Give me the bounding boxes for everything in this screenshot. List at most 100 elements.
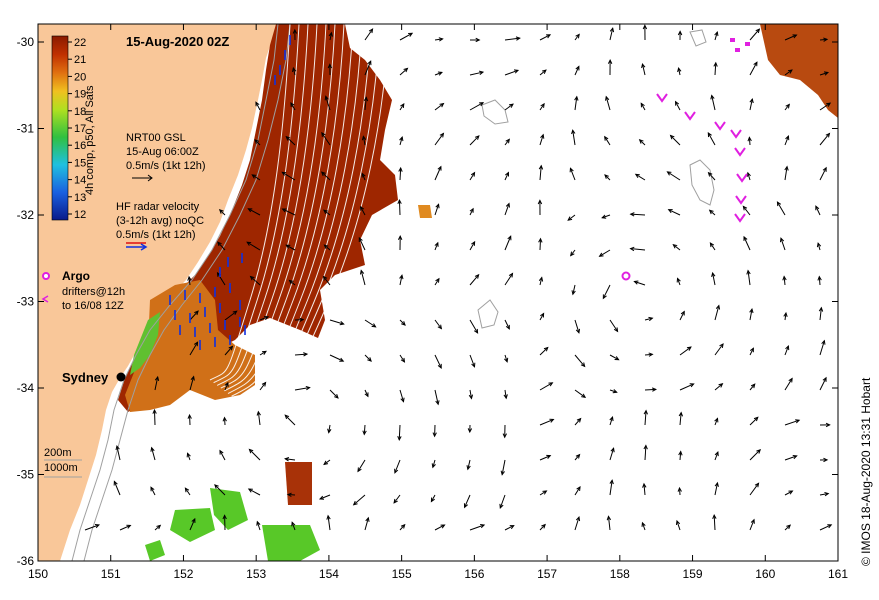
drifter-chevron (730, 129, 742, 139)
current-arrow (539, 103, 545, 111)
current-arrow-head (474, 273, 480, 279)
drifter-cluster (735, 48, 740, 52)
current-arrow (504, 525, 514, 531)
current-arrow-head (604, 174, 609, 179)
sst-patch-east (418, 205, 432, 218)
current-arrow (713, 515, 716, 531)
current-arrow (219, 450, 226, 461)
current-arrow-head (249, 275, 255, 281)
current-arrow-head (150, 486, 155, 492)
current-arrow-head (680, 310, 685, 316)
current-arrow-head (255, 101, 260, 107)
current-arrow-head (371, 323, 377, 328)
current-arrow (119, 524, 131, 531)
current-arrow-head (711, 271, 716, 277)
current-arrow-head (434, 241, 439, 247)
x-tick-label: 150 (28, 567, 48, 581)
current-arrow-head (712, 513, 717, 519)
current-arrow (712, 272, 716, 286)
current-arrow (675, 101, 681, 111)
current-arrow (643, 483, 646, 496)
y-axis-ticks: -30 -31 -32 -33 -34 -35 -36 (17, 35, 838, 568)
current-arrow (434, 278, 440, 286)
current-arrow-head (598, 252, 604, 257)
current-arrow-head (754, 482, 760, 488)
current-arrow-head (503, 394, 508, 400)
current-arrow-head (505, 138, 511, 144)
current-arrow-head (753, 61, 758, 67)
current-arrow-head (323, 244, 329, 250)
current-arrow-head (718, 383, 724, 388)
current-arrow (116, 445, 121, 461)
current-arrow-head (292, 28, 298, 34)
current-arrow-head (401, 321, 406, 326)
current-arrow (635, 173, 646, 181)
current-arrow (358, 237, 366, 251)
current-arrow-head (367, 60, 372, 66)
current-arrow-head (326, 514, 331, 520)
current-arrow-head (612, 389, 618, 394)
current-arrow-head (363, 96, 369, 102)
drifter-chevron (734, 213, 746, 223)
current-arrow-head (604, 135, 609, 141)
current-arrow (714, 343, 724, 356)
seamount-contour-2 (477, 299, 499, 329)
current-arrow (290, 102, 296, 111)
current-arrow (329, 354, 344, 362)
sst-green-south-4 (145, 540, 165, 561)
current-arrow-head (823, 37, 829, 42)
current-arrow (784, 104, 790, 111)
current-arrow (574, 418, 582, 426)
current-arrow-head (217, 241, 222, 247)
current-arrow-head (435, 400, 440, 406)
current-arrow-head (471, 240, 476, 246)
current-vector-field (84, 24, 833, 531)
legend-gsl-arrow (132, 174, 153, 182)
current-arrow (286, 244, 296, 251)
current-arrow-head (400, 102, 405, 108)
current-arrow-head (334, 394, 339, 399)
current-arrow-head (689, 383, 695, 388)
current-arrow (749, 416, 759, 426)
current-arrow-head (322, 275, 328, 281)
current-arrow (259, 382, 266, 391)
current-arrow (364, 354, 372, 362)
current-arrow (539, 524, 546, 531)
colorbar-tick-label: 12 (74, 209, 86, 221)
current-arrow (609, 416, 613, 426)
streamline (231, 24, 345, 397)
current-arrow-head (327, 63, 333, 69)
current-arrow (150, 487, 156, 496)
current-arrow-head (254, 139, 260, 144)
current-arrow (257, 411, 261, 426)
current-arrow-head (629, 212, 635, 217)
current-arrow-head (826, 102, 832, 107)
current-arrow (113, 481, 121, 496)
current-arrow-head (261, 350, 267, 355)
current-arrow (539, 134, 544, 146)
current-arrow (434, 242, 439, 251)
current-arrow (353, 494, 366, 506)
current-arrow-head (575, 453, 581, 459)
current-arrow (714, 418, 718, 426)
current-arrow-head (435, 203, 440, 209)
current-arrow-head (475, 37, 481, 43)
streamline (213, 24, 300, 384)
current-arrow (469, 389, 472, 399)
current-arrow (641, 63, 646, 76)
current-arrow (714, 451, 719, 461)
current-arrow (539, 455, 551, 461)
current-arrow (329, 389, 339, 399)
current-arrow (284, 414, 296, 426)
current-arrow (217, 272, 226, 286)
current-arrow (749, 308, 753, 321)
current-arrow-head (224, 381, 229, 387)
current-arrow (394, 459, 401, 473)
island-contour-lord-howe (689, 159, 715, 206)
current-arrow-head (609, 415, 614, 422)
sst-green-coastal (130, 312, 160, 375)
current-arrow (504, 236, 512, 251)
legend-gsl-line2: 15-Aug 06:00Z (126, 146, 199, 158)
current-arrow-head (749, 307, 754, 314)
current-arrow-head (825, 132, 831, 138)
